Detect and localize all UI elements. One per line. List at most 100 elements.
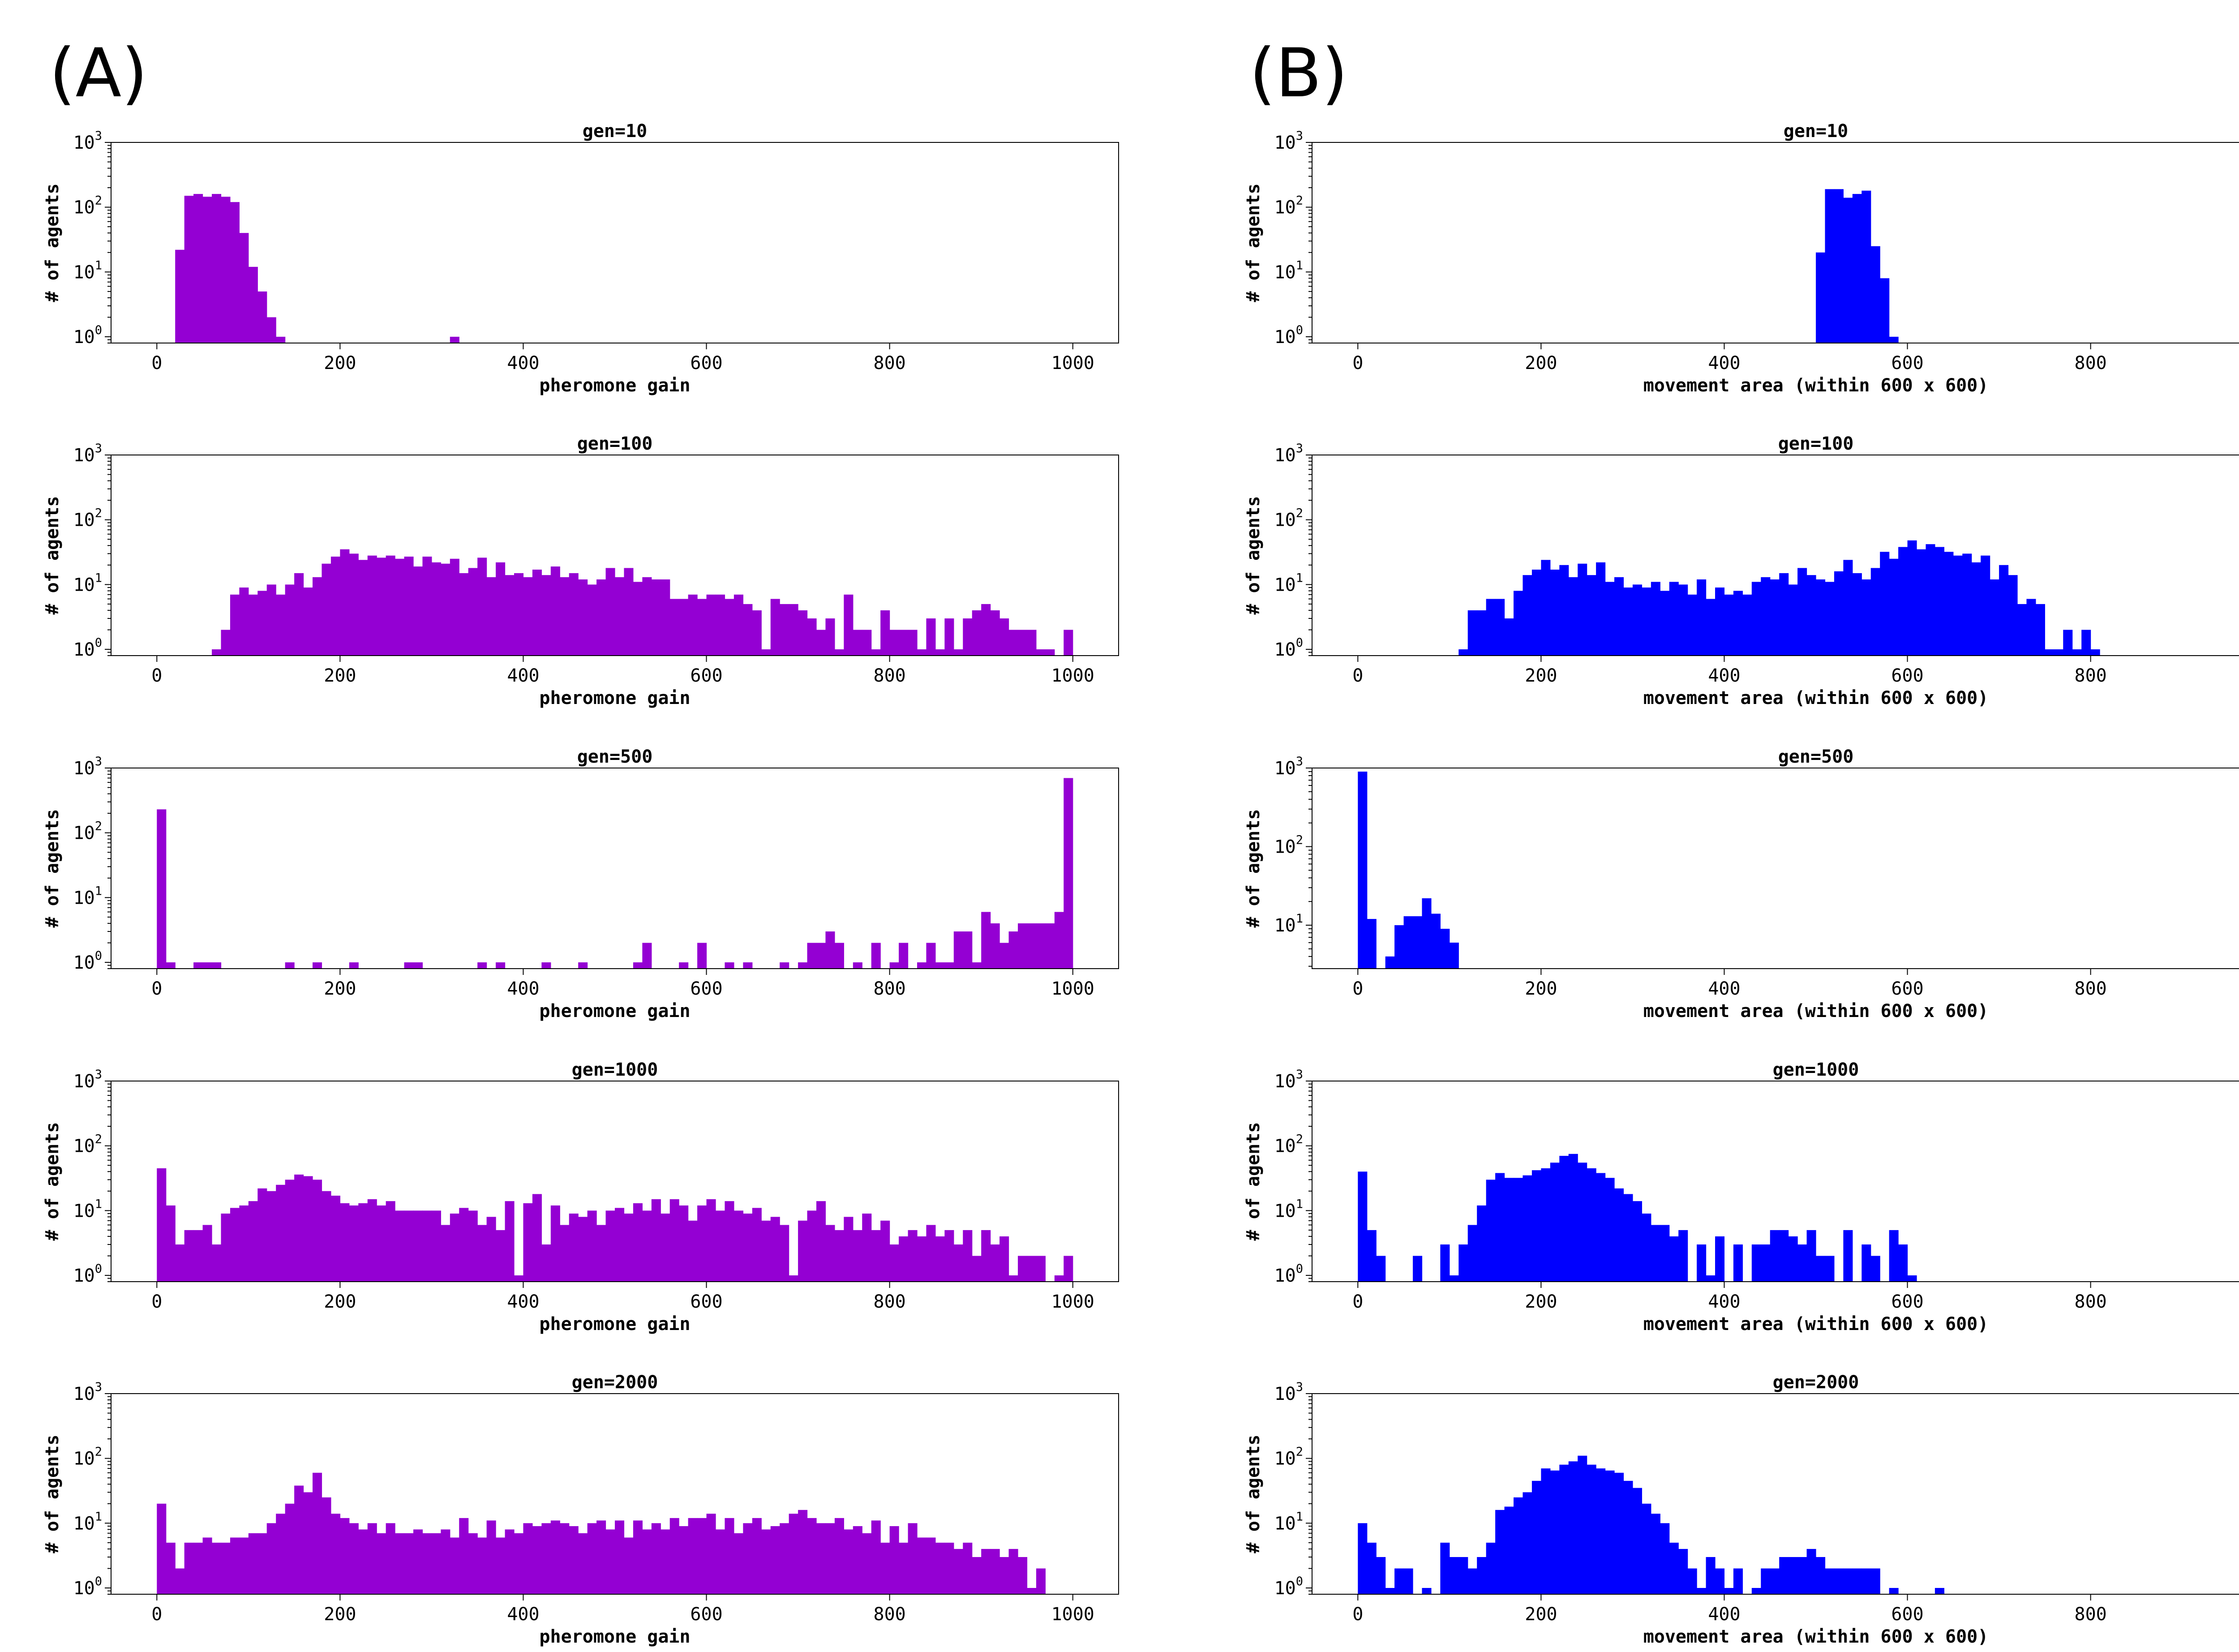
bar: [202, 1537, 212, 1594]
bar: [798, 1220, 808, 1282]
bar: [1953, 555, 1963, 656]
bar: [963, 1230, 973, 1282]
bar: [725, 962, 734, 969]
bar: [1578, 563, 1587, 656]
bar: [825, 618, 835, 656]
y-tick-exponent: 2: [1296, 1445, 1303, 1459]
bar: [1779, 1230, 1789, 1282]
bar: [651, 1523, 661, 1594]
y-tick-label: 101: [1274, 258, 1303, 283]
plot-frame-b1: [1312, 142, 2239, 343]
bars-a5: [157, 1472, 1046, 1594]
bar: [1431, 914, 1441, 969]
bar: [1458, 1244, 1468, 1282]
bar: [1715, 1568, 1725, 1594]
bar: [386, 1523, 395, 1594]
bar: [212, 649, 222, 656]
bar: [1541, 560, 1551, 656]
y-tick-base: 10: [73, 639, 95, 660]
bar: [1934, 547, 1944, 656]
bar: [313, 962, 322, 969]
bar: [1770, 579, 1780, 656]
bar: [834, 1230, 844, 1282]
bar: [1751, 1588, 1761, 1594]
y-tick-label: 103: [1274, 442, 1303, 466]
chart-b1: gen=1002004006008001000movement area (wi…: [1243, 121, 2239, 396]
bar: [532, 569, 542, 656]
y-tick-label: 101: [73, 884, 102, 908]
x-tick-label: 0: [151, 978, 162, 999]
bar: [1367, 919, 1377, 969]
y-tick-base: 10: [1274, 327, 1296, 348]
bar: [862, 630, 872, 656]
bar: [1550, 1470, 1560, 1594]
bar: [605, 1210, 615, 1282]
bar: [725, 599, 734, 656]
x-tick-label: 600: [1891, 1292, 1923, 1312]
y-tick-base: 10: [73, 888, 95, 908]
x-tick-label: 600: [1891, 1604, 1923, 1625]
y-tick-label: 103: [1274, 1380, 1303, 1404]
bar: [1889, 336, 1899, 343]
y-tick-label: 102: [1274, 194, 1303, 218]
x-axis-label-b1: movement area (within 600 x 600): [1643, 375, 1989, 396]
bar: [1862, 1568, 1871, 1594]
bar: [1358, 1523, 1368, 1594]
bar: [1642, 587, 1651, 656]
x-tick-label: 1000: [1051, 1292, 1094, 1312]
x-tick-label: 400: [1708, 1292, 1740, 1312]
y-tick-exponent: 3: [95, 129, 102, 143]
y-tick-base: 10: [1274, 197, 1296, 218]
bar: [1422, 898, 1432, 969]
bar: [1971, 562, 1981, 656]
bar: [1018, 1256, 1028, 1282]
y-tick-base: 10: [73, 1513, 95, 1534]
bar: [569, 573, 579, 656]
bar: [441, 563, 450, 656]
bar: [587, 1523, 597, 1594]
bar: [1697, 1588, 1707, 1594]
bar: [990, 923, 1000, 969]
y-tick-base: 10: [1274, 1513, 1296, 1534]
x-tick-label: 200: [1525, 1604, 1557, 1625]
bar: [780, 1523, 789, 1594]
bar: [1660, 1225, 1670, 1282]
bar: [404, 556, 414, 656]
y-tick-exponent: 0: [95, 323, 102, 337]
y-tick-exponent: 1: [95, 258, 102, 272]
bar: [871, 1230, 881, 1282]
bar: [1064, 778, 1073, 969]
bar: [450, 1213, 459, 1282]
y-tick-label: 102: [73, 506, 102, 531]
bar: [1376, 1256, 1386, 1282]
bar: [1660, 1523, 1670, 1594]
bar: [239, 233, 249, 343]
y-tick-exponent: 3: [95, 1380, 102, 1394]
y-axis-label-a5: # of agents: [42, 1435, 63, 1553]
bar: [624, 1213, 634, 1282]
y-tick-base: 10: [73, 823, 95, 844]
bar: [770, 1526, 780, 1594]
y-tick-base: 10: [73, 1266, 95, 1286]
bar: [1623, 1194, 1633, 1282]
bar: [1990, 579, 1999, 656]
bar: [202, 962, 212, 969]
bar: [468, 568, 478, 656]
bar: [1852, 573, 1862, 656]
bar: [1596, 562, 1606, 656]
bar: [761, 1220, 771, 1282]
bar: [514, 573, 524, 656]
bar: [193, 1542, 203, 1594]
bar: [330, 556, 340, 656]
bar: [395, 1533, 405, 1594]
y-tick-exponent: 1: [1296, 258, 1303, 272]
bar: [1578, 1163, 1587, 1282]
bar: [1018, 1557, 1028, 1594]
bar: [944, 1230, 954, 1282]
bar: [1870, 1256, 1880, 1282]
bar: [248, 1533, 258, 1594]
bar: [1614, 577, 1624, 656]
y-tick-exponent: 0: [1296, 636, 1303, 650]
bar: [862, 1213, 872, 1282]
